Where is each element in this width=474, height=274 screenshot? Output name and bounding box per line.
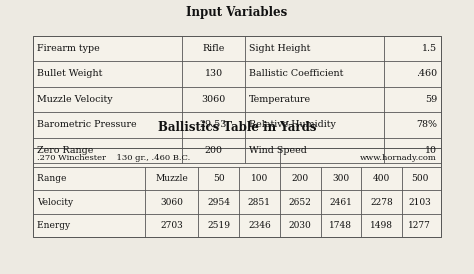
Text: 2652: 2652 [289,198,311,207]
Text: Temperature: Temperature [249,95,311,104]
Text: Ballistics Table in Yards: Ballistics Table in Yards [158,121,316,134]
Text: 2278: 2278 [370,198,393,207]
Text: 2346: 2346 [248,221,271,230]
Text: 400: 400 [373,174,390,183]
Bar [33,36,441,163]
Text: Wind Speed: Wind Speed [249,146,310,155]
Text: Bullet Weight: Bullet Weight [37,69,105,78]
Text: 2103: 2103 [408,198,431,207]
Text: Range: Range [37,174,69,183]
Text: 1.5: 1.5 [422,44,437,53]
Text: Barometric Pressure: Barometric Pressure [37,120,140,129]
Text: 2519: 2519 [207,221,230,230]
Text: 2461: 2461 [329,198,352,207]
Text: Rifle: Rifle [202,44,225,53]
Text: Velocity: Velocity [37,198,76,207]
Bar [33,148,441,237]
Text: 300: 300 [332,174,349,183]
Text: 200: 200 [205,146,223,155]
Text: 50: 50 [213,174,225,183]
Text: www.hornady.com: www.hornady.com [360,153,437,162]
Text: 1748: 1748 [329,221,353,230]
Text: 2030: 2030 [289,221,311,230]
Text: 10: 10 [425,146,437,155]
Text: Sight Height: Sight Height [249,44,310,53]
Text: 2851: 2851 [248,198,271,207]
Text: 29.53: 29.53 [200,120,227,129]
Text: 130: 130 [204,69,223,78]
Text: Zero Range: Zero Range [37,146,96,155]
Text: Relative Humidity: Relative Humidity [249,120,336,129]
Text: .460: .460 [416,69,437,78]
Text: Ballistic Coefficient: Ballistic Coefficient [249,69,343,78]
Text: 2954: 2954 [207,198,230,207]
Text: 3060: 3060 [201,95,226,104]
Text: 500: 500 [411,174,428,183]
Text: 3060: 3060 [160,198,183,207]
Text: Muzzle: Muzzle [155,174,188,183]
Text: Firearm type: Firearm type [37,44,100,53]
Text: 59: 59 [425,95,437,104]
Text: Energy: Energy [37,221,73,230]
Text: 1277: 1277 [408,221,431,230]
Text: 100: 100 [251,174,268,183]
Text: 200: 200 [292,174,309,183]
Text: 1498: 1498 [370,221,393,230]
Text: 2703: 2703 [160,221,183,230]
Text: 78%: 78% [416,120,437,129]
Text: Input Variables: Input Variables [186,6,288,19]
Text: .270 Winchester    130 gr., .460 B.C.: .270 Winchester 130 gr., .460 B.C. [37,153,190,162]
Text: Muzzle Velocity: Muzzle Velocity [37,95,116,104]
